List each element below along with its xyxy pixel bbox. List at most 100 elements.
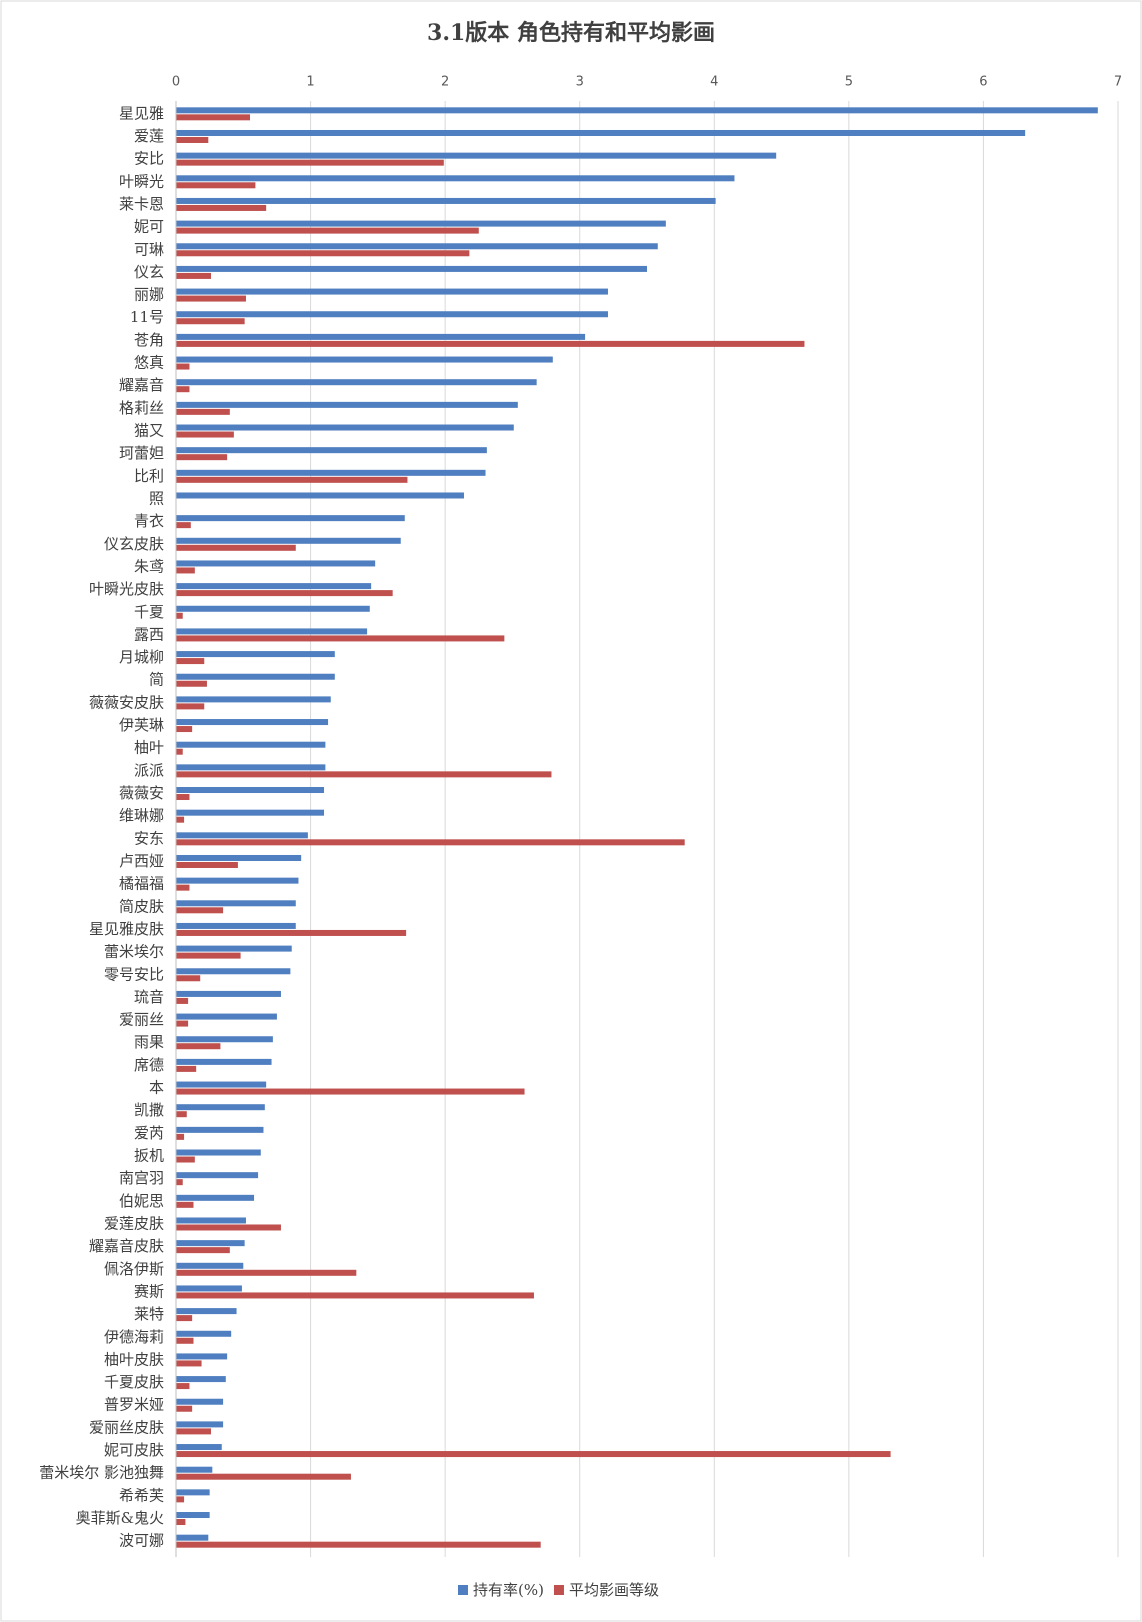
y-tick-label: 简 [149,671,164,689]
y-tick-label: 蕾米埃尔 影池独舞 [39,1464,164,1482]
bar [176,1240,245,1247]
bar [176,363,190,370]
bar [176,1156,195,1163]
bar [176,1224,281,1231]
y-tick-label: 佩洛伊斯 [104,1260,164,1278]
bar [176,952,241,959]
bar [176,567,195,574]
bar [176,136,209,143]
y-tick-label: 悠真 [134,354,164,372]
y-tick-label: 普罗米娅 [104,1396,164,1414]
bar [176,726,193,733]
bar [176,748,183,755]
bar [176,152,777,159]
y-tick-label: 柚叶皮肤 [104,1350,164,1368]
bar [176,182,256,189]
y-tick-label: 格莉丝 [119,399,164,417]
y-tick-label: 薇薇安 [119,784,164,802]
bar [176,1308,237,1315]
bar [176,1111,187,1118]
bar [176,1285,242,1292]
bar [176,537,401,544]
bar [176,605,370,612]
bar [176,129,1026,136]
bar [176,1043,221,1050]
bar [176,295,246,302]
bar [176,250,470,257]
y-tick-label: 波可娜 [119,1532,164,1550]
bar [176,1541,541,1548]
y-tick-label: 仪玄 [134,263,164,281]
bar [176,1519,186,1526]
bar [176,1036,273,1043]
x-tick-label: 4 [710,75,718,90]
bar [176,1473,351,1480]
bar [176,1133,185,1140]
y-tick-label: 苍角 [134,331,164,349]
bar [176,658,205,665]
bar [176,1466,213,1473]
bar [176,794,190,801]
bar [176,408,230,415]
bar [176,771,552,778]
bar [176,651,335,658]
bar [176,220,666,227]
bar [176,197,716,204]
bar [176,1360,202,1367]
bar [176,1104,265,1111]
y-tick-label: 橘福福 [119,875,164,893]
bar [176,1088,525,1095]
y-tick-label: 仪玄皮肤 [104,535,164,553]
x-tick-label: 0 [172,75,180,90]
bar [176,560,376,567]
y-tick-label: 猫又 [134,422,164,440]
y-tick-label: 千夏皮肤 [104,1373,164,1391]
bar [176,492,464,499]
y-tick-label: 千夏 [134,603,164,621]
y-tick-label: 希希芙 [119,1486,164,1504]
bar [176,1172,259,1179]
y-tick-label: 爱莲皮肤 [104,1214,164,1232]
bar [176,628,368,635]
y-tick-label: 爱莲 [134,127,164,145]
legend-label: 持有率(%) [473,1581,544,1599]
y-tick-label: 妮可 [134,218,164,236]
bar [176,1496,185,1503]
y-tick-label: 本 [149,1079,164,1097]
y-tick-label: 丽娜 [134,286,164,304]
y-tick-label: 莱特 [134,1305,164,1323]
x-tick-label: 2 [441,75,449,90]
y-tick-label: 叶瞬光 [119,172,164,190]
x-tick-label: 5 [845,75,853,90]
y-tick-label: 爱芮 [134,1124,164,1142]
bar [176,787,325,794]
y-tick-label: 零号安比 [104,965,164,983]
x-tick-label: 7 [1114,75,1122,90]
y-tick-label: 耀嘉音皮肤 [89,1237,164,1255]
bar [176,340,805,347]
y-tick-label: 11号 [130,308,164,326]
bar [176,1444,222,1451]
bar [176,975,201,982]
bar [176,379,537,386]
bar [176,1376,226,1383]
bar [176,1065,197,1072]
y-tick-label: 凯撒 [134,1101,164,1119]
bar [176,900,296,907]
bar [176,1421,224,1428]
y-tick-label: 耀嘉音 [119,376,164,394]
x-tick-label: 3 [576,75,584,90]
bar [176,861,238,868]
y-tick-label: 朱鸢 [134,557,164,575]
y-tick-label: 维琳娜 [119,807,164,825]
bar [176,265,647,272]
bar [176,990,281,997]
bar [176,288,608,295]
y-tick-label: 星见雅皮肤 [89,920,164,938]
y-tick-label: 卢西娅 [119,852,164,870]
y-tick-label: 露西 [134,625,164,643]
bar [176,1383,190,1390]
bar [176,1247,230,1254]
y-tick-label: 月城柳 [119,648,164,666]
